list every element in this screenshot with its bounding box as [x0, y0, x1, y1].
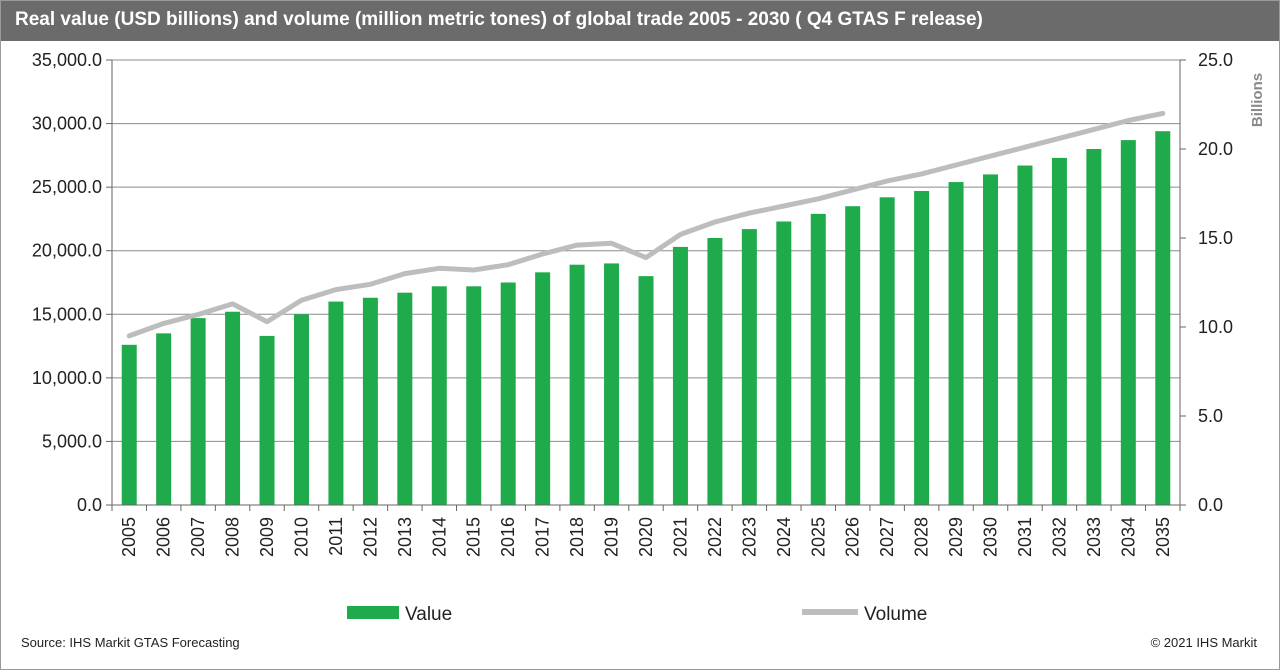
right-axis-label: Billions [1249, 73, 1266, 127]
x-tick-label: 2035 [1153, 517, 1173, 557]
left-tick-label: 10,000.0 [32, 368, 102, 388]
value-bar [535, 272, 551, 505]
right-tick-label: 15.0 [1198, 228, 1233, 248]
value-bar [604, 263, 620, 505]
x-tick-label: 2009 [257, 517, 277, 557]
x-tick-label: 2025 [808, 517, 828, 557]
x-tick-label: 2026 [843, 517, 863, 557]
right-tick-label: 20.0 [1198, 139, 1233, 159]
x-tick-label: 2013 [395, 517, 415, 557]
value-bar [362, 297, 378, 505]
right-tick-label: 25.0 [1198, 50, 1233, 70]
value-bar [914, 190, 930, 505]
copyright-note: © 2021 IHS Markit [1150, 635, 1257, 650]
left-tick-label: 30,000.0 [32, 114, 102, 134]
value-bar [328, 301, 344, 505]
chart-title: Real value (USD billions) and volume (mi… [15, 9, 983, 30]
legend-value-swatch [347, 606, 399, 619]
value-bar [293, 314, 309, 505]
x-tick-label: 2028 [912, 517, 932, 557]
x-axis-ticks: 2005 2006 2007 2008 2009 2010 2011 2012 2013 2014… [111, 505, 1181, 557]
x-tick-label: 2033 [1084, 517, 1104, 557]
value-bar [1051, 157, 1067, 505]
volume-line [126, 110, 1166, 339]
left-tick-label: 15,000.0 [32, 304, 102, 324]
left-tick-label: 0.0 [77, 495, 102, 515]
x-tick-label: 2011 [326, 517, 346, 556]
value-bar [1120, 140, 1136, 505]
x-tick-label: 2034 [1118, 517, 1138, 557]
value-bar [672, 246, 688, 505]
value-bar [121, 344, 137, 505]
x-tick-label: 2019 [602, 517, 622, 557]
x-tick-label: 2018 [567, 517, 587, 557]
x-tick-label: 2008 [223, 517, 243, 557]
value-bar [259, 335, 275, 505]
x-tick-label: 2030 [981, 517, 1001, 557]
volume-line-group [126, 110, 1166, 339]
value-bar [1155, 131, 1171, 505]
value-bar [190, 318, 206, 505]
left-tick-label: 25,000.0 [32, 177, 102, 197]
x-tick-label: 2005 [119, 517, 139, 557]
value-bar [466, 286, 482, 505]
x-tick-label: 2029 [946, 517, 966, 557]
axes [111, 60, 1181, 506]
value-bar [225, 311, 241, 505]
value-bar [569, 264, 585, 505]
value-bar [397, 292, 413, 505]
left-tick-label: 20,000.0 [32, 241, 102, 261]
x-tick-label: 2023 [739, 517, 759, 557]
right-tick-label: 5.0 [1198, 406, 1223, 426]
value-bars [121, 131, 1171, 506]
x-tick-label: 2022 [705, 517, 725, 557]
left-tick-label: 5,000.0 [42, 431, 102, 451]
x-tick-label: 2032 [1049, 517, 1069, 557]
value-bar [431, 286, 447, 505]
legend: Value Volume [347, 604, 927, 625]
x-tick-label: 2027 [877, 517, 897, 557]
value-bar [879, 197, 895, 506]
value-bar [845, 206, 861, 505]
left-tick-label: 35,000.0 [32, 50, 102, 70]
x-tick-label: 2020 [636, 517, 656, 557]
x-tick-label: 2017 [533, 517, 553, 557]
x-tick-label: 2006 [154, 517, 174, 557]
right-tick-label: 10.0 [1198, 317, 1233, 337]
right-tick-label: 0.0 [1198, 495, 1223, 515]
value-bar [776, 221, 792, 505]
x-tick-label: 2014 [429, 517, 449, 557]
x-tick-label: 2010 [292, 517, 312, 557]
value-bar [948, 182, 964, 506]
x-tick-label: 2012 [360, 517, 380, 557]
x-tick-label: 2021 [671, 517, 691, 557]
right-axis-ticks: 0.0 5.0 10.0 15.0 20.0 25.0 [1180, 50, 1233, 515]
legend-value-label: Value [405, 604, 452, 625]
value-bar [741, 229, 757, 505]
value-bar [707, 238, 723, 505]
x-tick-label: 2016 [498, 517, 518, 557]
x-tick-label: 2024 [774, 517, 794, 557]
x-tick-label: 2007 [188, 517, 208, 557]
value-bar [983, 174, 999, 505]
value-bar [1017, 165, 1033, 505]
value-bar [156, 333, 172, 505]
x-tick-label: 2031 [1015, 517, 1035, 557]
title-bar: Real value (USD billions) and volume (mi… [1, 1, 1279, 41]
value-bar [500, 282, 516, 505]
legend-volume-label: Volume [864, 604, 927, 625]
source-note: Source: IHS Markit GTAS Forecasting [21, 635, 240, 650]
value-bar [810, 213, 826, 506]
value-bar [1086, 149, 1102, 505]
left-axis-ticks: 0.0 5,000.0 10,000.0 15,000.0 20,000.0 25,000… [32, 50, 112, 515]
value-bar [638, 276, 654, 505]
x-tick-label: 2015 [464, 517, 484, 557]
